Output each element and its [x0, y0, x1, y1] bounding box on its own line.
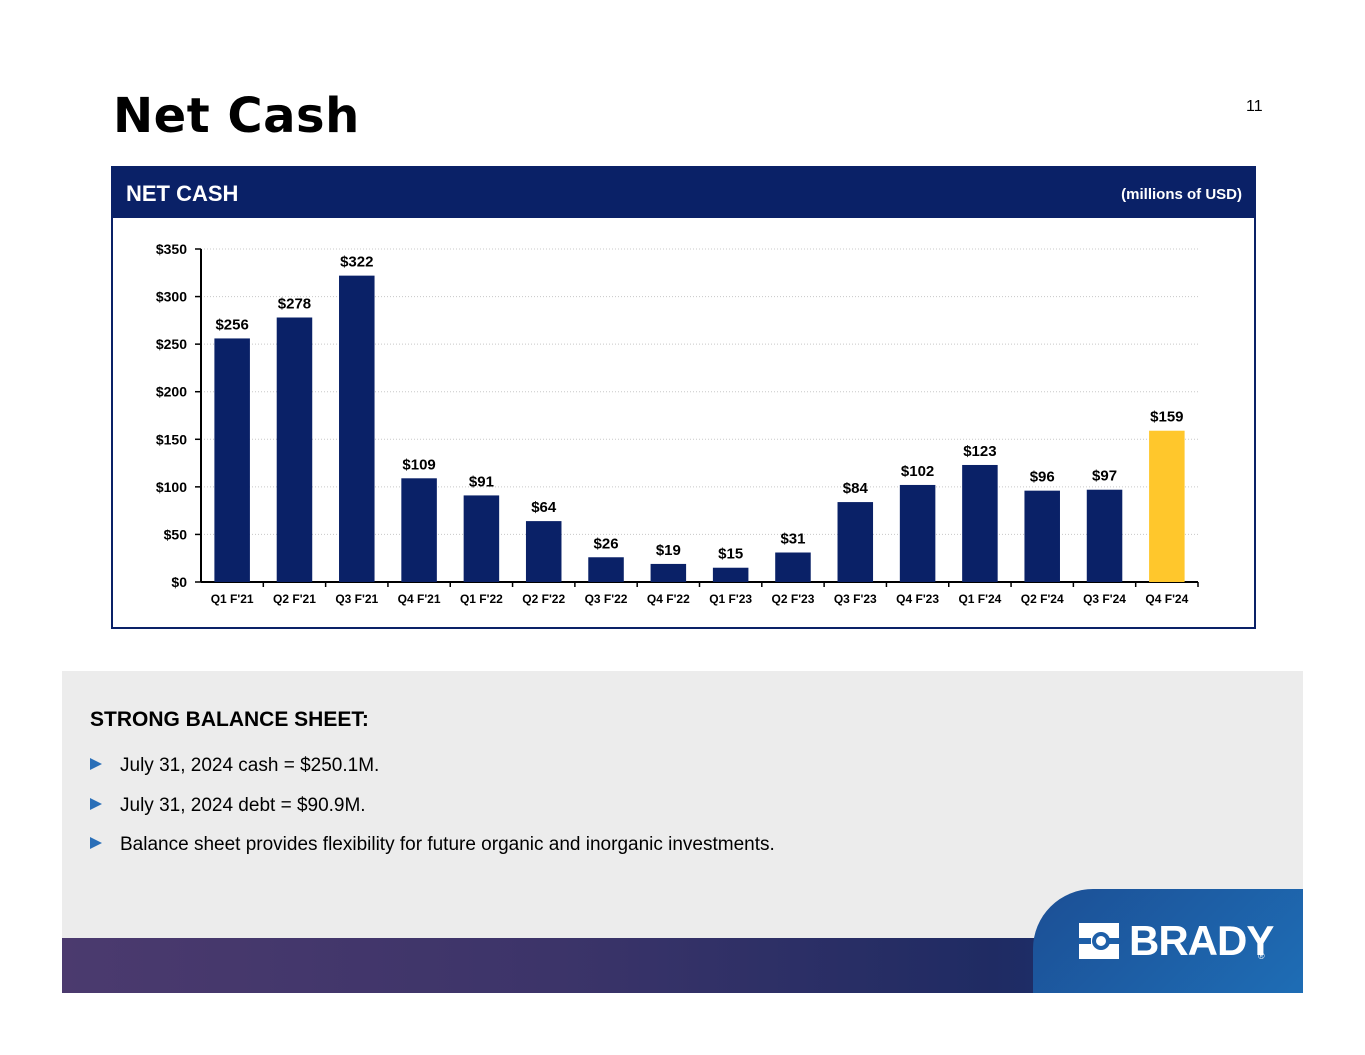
x-tick-label: Q2 F'22: [522, 592, 565, 606]
chart-panel: NET CASH (millions of USD) $0 $50 $100 $150…: [111, 166, 1256, 629]
x-tick-label: Q4 F'22: [647, 592, 690, 606]
x-tick-label: Q3 F'22: [585, 592, 628, 606]
data-label: $256: [215, 316, 248, 333]
bar: [525, 521, 562, 582]
y-tick-label: $150: [156, 431, 187, 447]
net-cash-bar-chart: $0 $50 $100 $150 $200 $250 $300 $350 $256 Q1 F'21…: [156, 241, 1199, 606]
x-tick-label: Q3 F'23: [834, 592, 877, 606]
data-label: $97: [1092, 468, 1117, 485]
x-tick-label: Q3 F'21: [335, 592, 378, 606]
y-tick-label: $0: [171, 574, 187, 590]
data-label: $123: [963, 443, 996, 460]
data-label: $64: [531, 499, 557, 516]
bar: [214, 338, 250, 582]
bullet-text: July 31, 2024 cash = $250.1M.: [120, 755, 380, 776]
data-label: $96: [1030, 469, 1055, 486]
data-label: $26: [594, 535, 619, 552]
bullet-arrow-icon: [90, 758, 102, 770]
brand-logo-text: BRADY: [1129, 917, 1274, 964]
x-tick-label: Q1 F'22: [460, 592, 503, 606]
page-title: Net Cash: [113, 88, 360, 144]
data-label: $84: [843, 480, 869, 497]
data-label: $15: [718, 546, 743, 563]
y-tick-label: $350: [156, 241, 187, 257]
bullet-arrow-icon: [90, 798, 102, 810]
y-tick-label: $100: [156, 479, 187, 495]
chart-header-title: NET CASH: [126, 181, 239, 206]
bar: [1149, 430, 1185, 582]
x-tick-label: Q2 F'21: [273, 592, 316, 606]
bullet-text: July 31, 2024 debt = $90.9M.: [120, 795, 366, 816]
y-tick-label: $200: [156, 384, 187, 400]
bar: [775, 552, 811, 582]
x-tick-label: Q1 F'24: [958, 592, 1001, 606]
bar: [650, 563, 687, 582]
x-tick-label: Q1 F'23: [709, 592, 752, 606]
bar: [401, 478, 437, 582]
bar: [1086, 489, 1123, 582]
chart-units-label: (millions of USD): [1121, 186, 1242, 203]
page-number: 11: [1246, 98, 1263, 115]
bar: [588, 557, 624, 582]
x-tick-label: Q4 F'24: [1145, 592, 1188, 606]
bar: [463, 495, 500, 582]
data-label: $19: [656, 542, 681, 559]
data-label: $109: [402, 456, 435, 473]
data-label: $159: [1150, 409, 1183, 426]
x-tick-label: Q4 F'23: [896, 592, 939, 606]
y-tick-label: $300: [156, 289, 187, 305]
bar: [837, 502, 874, 582]
bar: [276, 317, 313, 582]
bar: [712, 567, 749, 582]
bullet-item: July 31, 2024 debt = $90.9M.: [90, 795, 366, 817]
summary-heading: STRONG BALANCE SHEET:: [90, 708, 369, 731]
x-tick-label: Q4 F'21: [398, 592, 441, 606]
bar: [962, 464, 998, 582]
x-tick-label: Q3 F'24: [1083, 592, 1126, 606]
bar: [1024, 490, 1060, 582]
bullet-text: Balance sheet provides flexibility for f…: [120, 834, 775, 855]
bar: [339, 275, 375, 582]
x-tick-label: Q1 F'21: [211, 592, 254, 606]
registered-mark: ®: [1258, 951, 1265, 961]
brady-logo-icon: [1079, 923, 1119, 959]
data-label: $322: [340, 254, 373, 271]
bullet-arrow-icon: [90, 837, 102, 849]
brand-logo-tab: BRADY ®: [1033, 889, 1303, 993]
data-label: $91: [469, 473, 494, 490]
bar: [899, 484, 936, 582]
x-tick-label: Q2 F'24: [1021, 592, 1064, 606]
y-tick-label: $50: [164, 526, 188, 542]
x-tick-label: Q2 F'23: [772, 592, 815, 606]
bullet-item: July 31, 2024 cash = $250.1M.: [90, 755, 379, 777]
data-label: $278: [278, 296, 311, 313]
chart-header: NET CASH (millions of USD): [113, 168, 1254, 218]
data-label: $102: [901, 463, 934, 480]
data-label: $31: [780, 531, 805, 548]
bullet-item: Balance sheet provides flexibility for f…: [90, 834, 775, 856]
y-tick-label: $250: [156, 336, 187, 352]
